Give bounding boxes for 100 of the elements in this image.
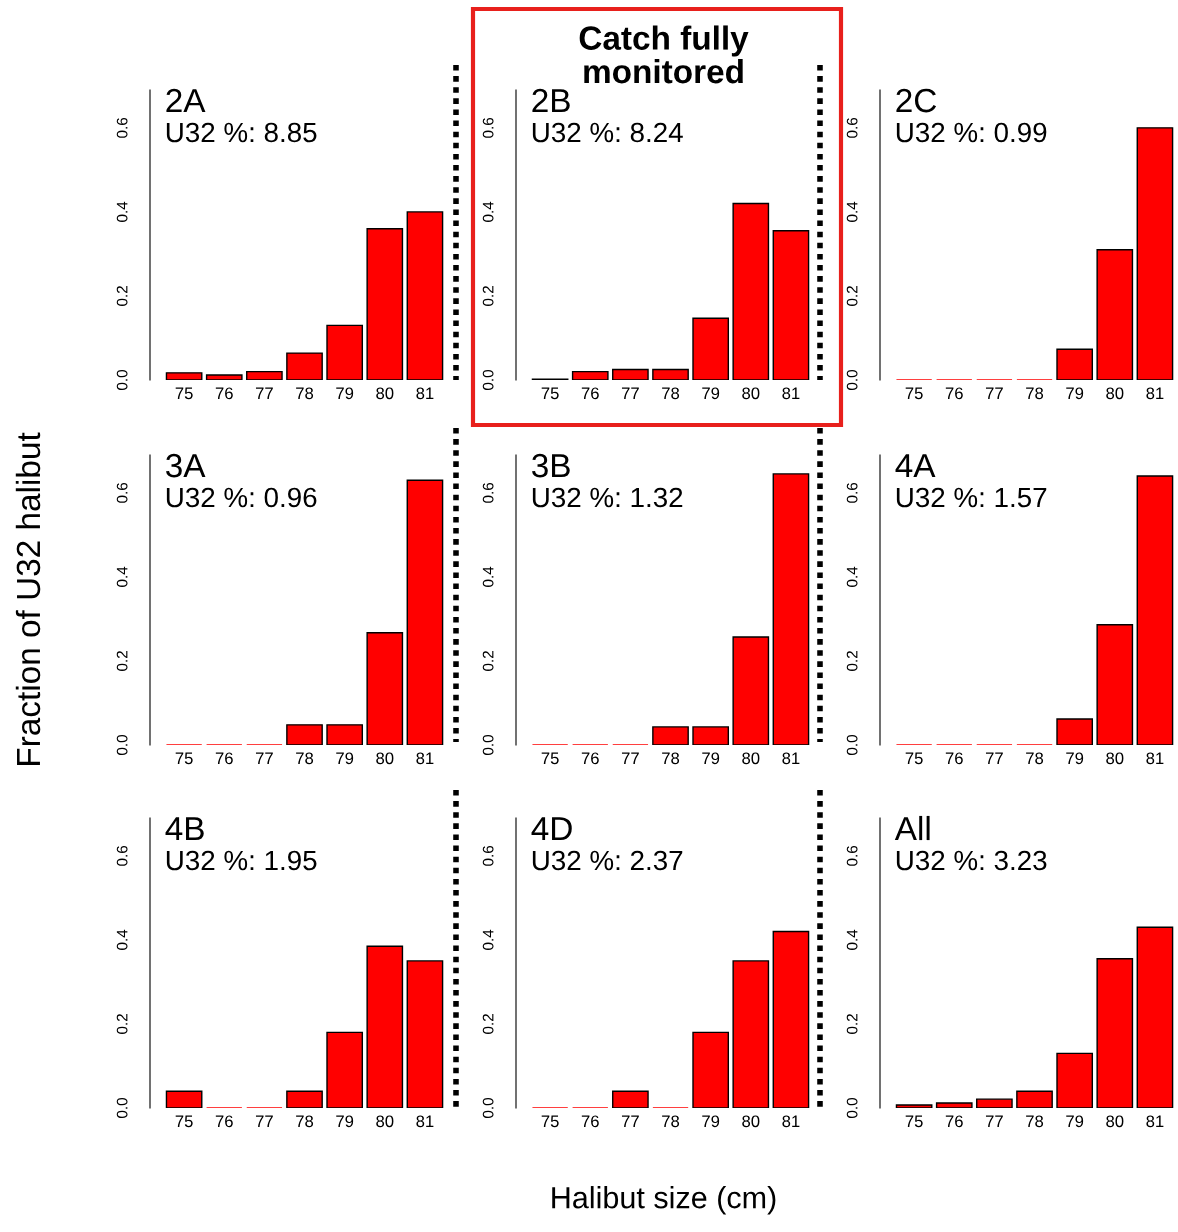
y-tick-label: 0.6 [482,845,494,866]
chart-title: 2A [166,88,206,113]
y-tick-label: 0.2 [482,651,494,671]
bar [692,726,730,745]
bar [205,374,243,380]
bar [652,726,689,745]
x-tick-label: 77 [985,387,1003,400]
x-tick-label: 81 [782,1115,800,1128]
bar [406,960,444,1108]
bar [732,636,770,745]
x-tick-label: 78 [662,752,680,765]
x-tick-label: 81 [1146,1115,1164,1128]
y-tick-label: 0.0 [116,369,128,391]
y-tick-label: 0.6 [482,117,494,138]
text: U32 %: 8.85 [166,122,317,143]
y-tick-label: 0.2 [846,286,858,306]
x-tick-label: 76 [581,1115,599,1128]
x-tick-label: 80 [742,752,760,765]
x-tick-label: 76 [945,387,963,400]
y-tick-label: 0.6 [846,845,858,866]
x-tick-label: 79 [336,752,354,765]
bar [1056,348,1094,380]
x-tick-label: 75 [175,1115,193,1128]
bar [772,230,810,380]
y-tick-label: 0.2 [846,1014,858,1034]
y-tick-label: 0.6 [116,845,128,866]
y-tick-label: 0.0 [482,734,494,756]
y-tick-label: 0.2 [482,286,494,306]
x-tick-label: 78 [662,387,680,400]
x-tick-label: 79 [336,387,354,400]
x-tick-label: 81 [416,752,434,765]
y-tick-label: 0.2 [116,286,128,306]
x-tick-label: 78 [296,387,314,400]
text: U32 %: 1.57 [896,487,1047,508]
bar [366,228,404,380]
bar [772,930,810,1108]
bar [732,960,770,1108]
y-tick-label: 0.0 [846,1097,858,1119]
x-tick-label: 75 [541,387,559,400]
x-tick-label: 78 [1026,752,1044,765]
y-tick-label: 0.0 [116,734,128,756]
bar [692,317,730,380]
bar [1056,1052,1094,1108]
bar [772,473,810,745]
y-tick-label: 0.6 [846,482,858,503]
text: Catch fully monitored [579,25,749,84]
bar [326,1031,364,1108]
x-tick-label: 81 [416,387,434,400]
chart-title: 4D [531,817,572,841]
text: U32 %: 8.24 [532,122,683,143]
x-tick-label: 80 [742,1115,760,1128]
y-tick-label: 0.6 [116,482,128,503]
chart-title: 4B [165,817,204,841]
x-tick-label: 81 [1146,752,1164,765]
x-tick-label: 76 [945,752,963,765]
y-tick-label: 0.0 [846,734,858,756]
x-tick-label: 77 [621,387,639,400]
y-axis-title: Fraction of U32 halibut [15,432,41,765]
chart-title: 2B [532,88,570,113]
x-tick-label: 78 [296,1115,314,1128]
y-tick-label: 0.0 [482,369,494,391]
bar [1096,249,1134,380]
bar [366,945,404,1108]
y-tick-label: 0.6 [116,117,128,138]
bar [286,724,323,745]
x-tick-label: 77 [621,1115,639,1128]
bar [1056,718,1094,745]
bar [366,632,404,745]
x-tick-label: 77 [255,387,273,400]
bar [652,368,689,380]
bar [1096,958,1134,1108]
y-tick-label: 0.2 [116,651,128,671]
text: U32 %: 0.99 [896,122,1047,143]
chart-title: 3A [166,453,206,478]
x-tick-label: 75 [541,752,559,765]
y-tick-label: 0.2 [116,1014,128,1034]
x-tick-label: 80 [1106,1115,1124,1128]
bar [935,1102,973,1108]
y-tick-label: 0.6 [846,117,858,138]
x-tick-label: 78 [1026,387,1044,400]
y-tick-label: 0.4 [482,566,494,587]
x-tick-label: 77 [255,1115,273,1128]
x-tick-label: 79 [702,1115,720,1128]
x-tick-label: 76 [215,1115,233,1128]
x-tick-label: 75 [175,387,193,400]
x-tick-label: 79 [1066,387,1084,400]
bar [1136,926,1174,1108]
x-tick-label: 80 [376,752,394,765]
y-tick-label: 0.0 [116,1097,128,1119]
x-tick-label: 78 [1026,1115,1044,1128]
y-tick-label: 0.4 [116,201,128,222]
x-tick-label: 75 [541,1115,559,1128]
bar [286,1090,323,1108]
x-tick-label: 81 [782,752,800,765]
x-tick-label: 75 [905,387,923,400]
x-tick-label: 76 [581,752,599,765]
x-tick-label: 81 [1146,387,1164,400]
y-tick-label: 0.4 [482,201,494,222]
x-tick-label: 77 [621,752,639,765]
x-tick-label: 80 [1106,387,1124,400]
